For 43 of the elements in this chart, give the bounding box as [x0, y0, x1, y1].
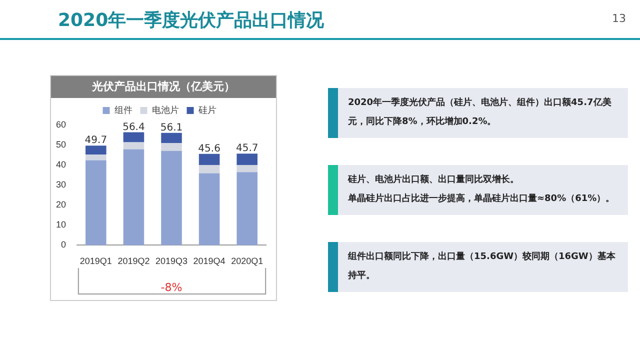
legend-label: 组件: [114, 104, 132, 115]
x-tick-label: 2019Q3: [155, 256, 188, 266]
legend-label: 电池片: [152, 104, 179, 115]
bar: [86, 146, 106, 154]
y-tick-label: 30: [56, 180, 66, 190]
y-tick-label: 60: [56, 119, 66, 130]
total-label: 45.7: [236, 143, 258, 154]
x-tick-label: 2020Q1: [231, 256, 264, 266]
text: 组件出口额同比下降，出口量（15.6GW）较同期（16GW）基本持平。: [348, 250, 616, 283]
chart-title: 光伏产品出口情况（亿美元）: [51, 76, 276, 98]
y-tick-label: 10: [56, 220, 66, 230]
x-tick-label: 2019Q4: [193, 256, 226, 266]
bar: [236, 172, 258, 246]
text: 13: [612, 12, 626, 25]
bar: [161, 132, 182, 144]
text: -8%: [160, 280, 182, 294]
bar: [123, 132, 144, 142]
bar: [236, 154, 258, 166]
bar: [198, 165, 220, 174]
bar: [161, 143, 182, 151]
bar: [161, 150, 182, 246]
bar: [236, 165, 258, 172]
y-tick-label: 40: [56, 160, 66, 170]
bar: [198, 154, 220, 166]
total-label: 49.7: [84, 135, 108, 146]
y-tick-label: 20: [56, 200, 66, 210]
y-tick-label: 50: [56, 140, 66, 150]
x-tick-label: 2019Q1: [80, 256, 112, 266]
bar: [86, 154, 106, 160]
text: 单晶硅片出口占比进一步提高，单晶硅片出口量≈80%（61%）。: [348, 192, 616, 206]
bar: [198, 173, 220, 246]
x-tick-label: 2019Q2: [118, 256, 150, 266]
text: 2020年一季度光伏产品（硅片、电池片、组件）出口额45.7亿美元，同比下降8%，环比增加0.2%。: [348, 96, 612, 129]
legend-label: 硅片: [197, 104, 216, 115]
text: 硅片、电池片出口额、出口量同比双增长。: [348, 173, 520, 187]
total-label: 56.1: [160, 122, 183, 134]
total-label: 56.4: [122, 122, 145, 133]
total-label: 45.6: [198, 143, 220, 154]
y-tick-label: 0: [60, 240, 66, 250]
bar: [123, 149, 144, 246]
bar: [123, 142, 144, 150]
text: 2020年一季度光伏产品出口情况: [58, 9, 324, 32]
bar: [86, 160, 106, 246]
